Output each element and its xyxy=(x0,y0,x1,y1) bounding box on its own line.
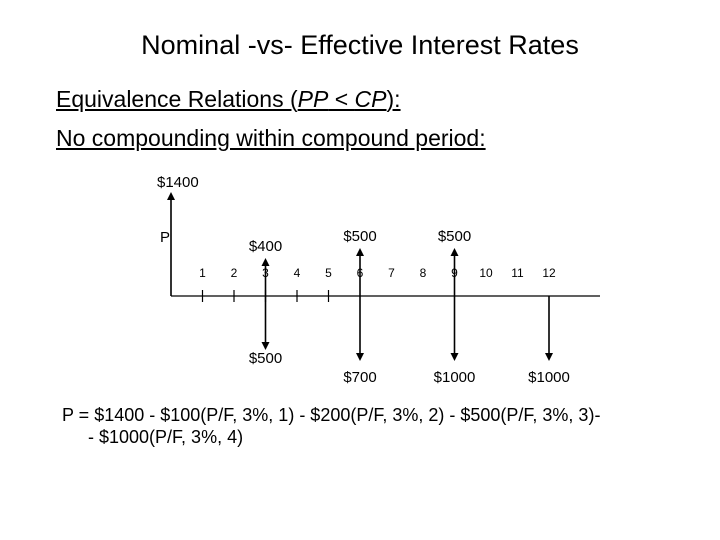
period-label-2: 2 xyxy=(231,266,238,280)
p-label: P xyxy=(160,229,170,246)
period-label-1: 1 xyxy=(199,266,206,280)
subtitle-no-compounding: No compounding within compound period: xyxy=(56,125,486,151)
pw-equation: P = $1400 - $100(P/F, 3%, 1) - $200(P/F,… xyxy=(62,404,600,448)
cash-flow-label-down-9: $1000 xyxy=(434,369,476,386)
subtitle-suffix: ): xyxy=(386,86,401,112)
slide-title: Nominal -vs- Effective Interest Rates xyxy=(141,30,579,60)
equation-line-2: - $1000(P/F, 3%, 4) xyxy=(88,427,244,447)
subtitle-pp: PP xyxy=(297,86,329,112)
period-label-5: 5 xyxy=(325,266,332,280)
period-label-7: 7 xyxy=(388,266,395,280)
cash-flow-label-down-12: $1000 xyxy=(528,369,570,386)
cash-flow-label-up-6: $500 xyxy=(343,228,376,245)
period-label-4: 4 xyxy=(294,266,301,280)
cash-flow-label-down-6: $700 xyxy=(343,369,376,386)
period-label-11: 11 xyxy=(511,266,524,280)
cash-flow-label-up-9: $500 xyxy=(438,228,471,245)
period-label-8: 8 xyxy=(420,266,427,280)
period-label-12: 12 xyxy=(542,266,556,280)
subtitle-prefix: Equivalence Relations ( xyxy=(56,86,298,112)
subtitle-lt: < xyxy=(328,86,355,112)
cash-flow-label-up-0: $1400 xyxy=(157,174,199,191)
subtitle-cp: CP xyxy=(354,86,387,112)
cash-flow-label-up-3: $400 xyxy=(249,238,282,255)
equation-line-1: P = $1400 - $100(P/F, 3%, 1) - $200(P/F,… xyxy=(62,405,601,425)
subtitle-equivalence: Equivalence Relations (PP < CP): xyxy=(56,86,401,113)
cash-flow-label-down-3: $500 xyxy=(249,350,282,367)
period-label-10: 10 xyxy=(479,266,493,280)
